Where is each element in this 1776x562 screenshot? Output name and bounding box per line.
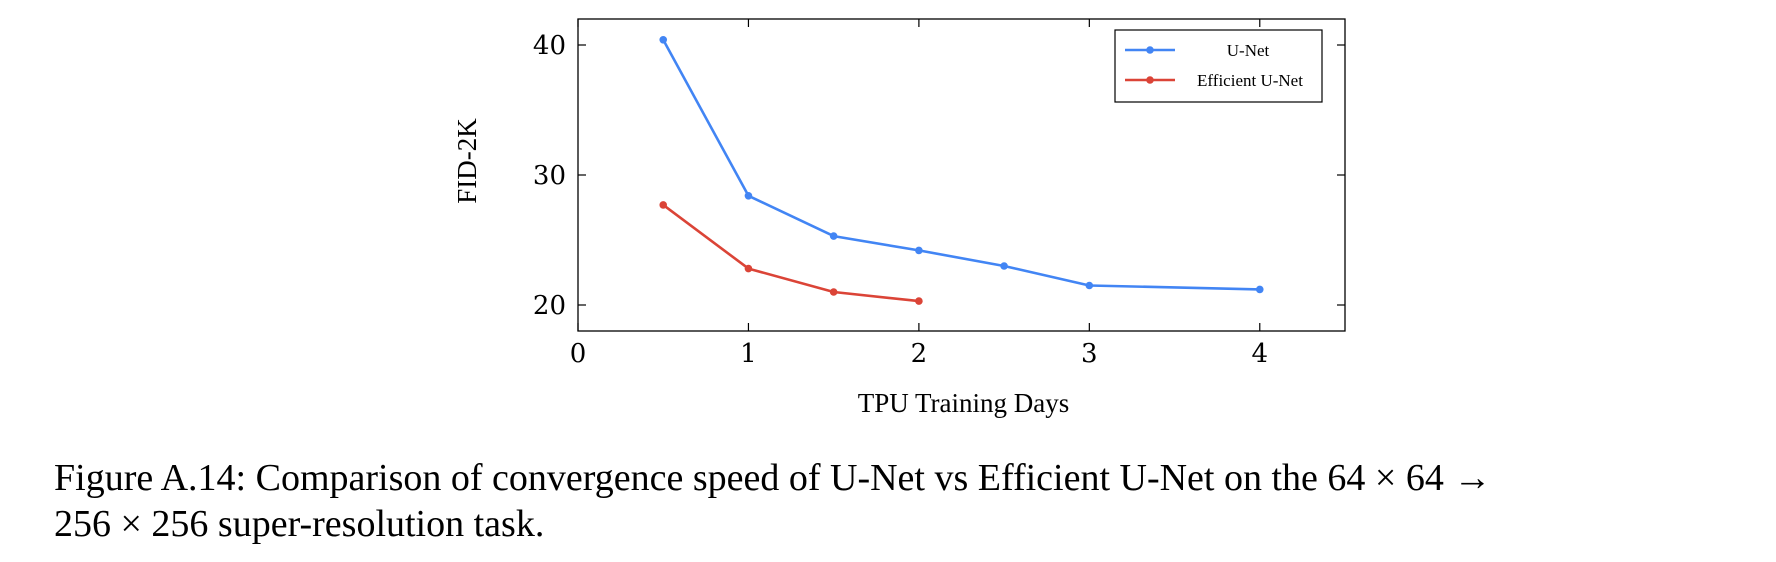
- x-tick-label: 4: [1252, 339, 1269, 369]
- data-point: [1000, 262, 1008, 270]
- data-point: [659, 36, 668, 44]
- y-tick-label: 20: [533, 291, 566, 321]
- data-point: [1085, 281, 1094, 290]
- data-point: [659, 201, 668, 209]
- legend-label: Efficient U-Net: [1197, 71, 1303, 90]
- legend: U-Net Efficient U-Net: [1114, 29, 1323, 103]
- legend-swatch-marker: [1146, 76, 1154, 84]
- data-point: [744, 192, 753, 200]
- data-point: [829, 288, 838, 296]
- y-axis-title: FID-2K: [452, 118, 482, 204]
- data-point: [915, 246, 923, 255]
- data-point: [829, 232, 838, 240]
- data-point: [915, 297, 923, 305]
- axis-ticks: 0 1 2 3 4 20 30 40: [533, 19, 1345, 369]
- series-line-efficient-unet: [662, 203, 920, 303]
- x-tick-label: 0: [570, 339, 587, 369]
- legend-swatch-marker: [1146, 46, 1154, 54]
- y-tick-label: 40: [533, 31, 566, 61]
- x-tick-label: 1: [740, 339, 757, 369]
- x-axis-title: TPU Training Days: [858, 388, 1070, 418]
- y-tick-label: 30: [533, 161, 566, 191]
- data-point: [1255, 285, 1264, 294]
- legend-box: [1114, 29, 1323, 103]
- chart: 0 1 2 3 4 20 30 40 TPU Training Days FID-2K U-N…: [452, 18, 1346, 418]
- x-tick-label: 2: [911, 339, 928, 369]
- caption-line-2: 256 × 256 super-resolution task.: [54, 503, 545, 545]
- x-tick-label: 3: [1081, 339, 1098, 369]
- caption-line-1: Figure A.14: Comparison of convergence s…: [54, 457, 1492, 499]
- legend-label: U-Net: [1227, 41, 1270, 60]
- series-lines: [659, 36, 1264, 305]
- data-point: [744, 264, 753, 273]
- figure-caption: Figure A.14: Comparison of convergence s…: [54, 455, 1754, 547]
